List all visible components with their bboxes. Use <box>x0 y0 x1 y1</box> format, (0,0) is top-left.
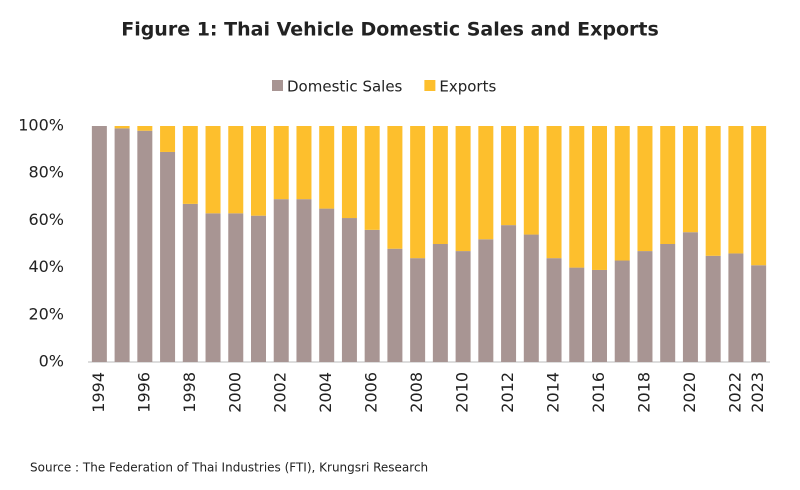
bar-segment <box>251 215 266 362</box>
bar-segment <box>160 151 176 362</box>
bar-segment <box>546 258 562 362</box>
bar-segment <box>251 126 266 216</box>
bar-segment <box>137 130 153 362</box>
bar-segment <box>341 218 357 362</box>
bar-segment <box>410 126 426 259</box>
x-tick-label: 2022 <box>725 372 744 413</box>
x-tick-label: 2014 <box>544 372 563 413</box>
chart-title: Figure 1: Thai Vehicle Domestic Sales an… <box>121 19 659 41</box>
y-tick-label: 60% <box>28 210 64 229</box>
bar-segment <box>205 126 221 214</box>
bar-segment <box>341 126 357 219</box>
bar-segment <box>455 126 471 252</box>
x-tick-label: 2020 <box>680 372 699 413</box>
legend-label: Domestic Sales <box>287 78 403 96</box>
bar-segment <box>728 253 744 362</box>
bar-segment <box>455 251 471 362</box>
x-tick-label: 1998 <box>180 372 199 413</box>
bar-segment <box>364 126 380 230</box>
x-tick-label: 2023 <box>748 372 767 413</box>
bar-segment <box>478 239 494 362</box>
bar-segment <box>319 208 335 362</box>
bar-segment <box>319 126 335 209</box>
x-tick-label: 2016 <box>589 372 608 413</box>
bar-segment <box>546 126 562 259</box>
x-tick-label: 2010 <box>453 372 472 413</box>
bar-segment <box>728 126 744 254</box>
bar-segment <box>501 225 517 362</box>
bar-segment <box>228 213 244 362</box>
bar-segment <box>592 269 607 362</box>
bar-segment <box>114 126 130 129</box>
bar-segment <box>660 126 676 244</box>
bar-segment <box>523 234 539 362</box>
bar-segment <box>182 203 198 362</box>
x-tick-label: 1996 <box>134 372 153 413</box>
x-tick-label: 1994 <box>89 372 108 413</box>
bar-segment <box>296 199 312 362</box>
bar-segment <box>569 126 585 268</box>
bar-segment <box>751 126 767 266</box>
x-tick-label: 2012 <box>498 372 517 413</box>
bar-segment <box>228 126 244 214</box>
bar-segment <box>478 126 494 240</box>
bar-segment <box>387 126 403 249</box>
bar-segment <box>660 244 676 362</box>
legend-swatch <box>272 80 283 91</box>
x-tick-label: 2004 <box>316 372 335 413</box>
legend-label: Exports <box>439 78 496 96</box>
bar-segment <box>364 229 380 362</box>
bar-segment <box>682 232 698 362</box>
bar-segment <box>751 265 767 362</box>
bar-segment <box>160 126 176 152</box>
bar-segment <box>614 126 630 261</box>
bar-segment <box>682 126 698 233</box>
x-tick-label: 2018 <box>634 372 653 413</box>
x-tick-label: 2002 <box>271 372 290 413</box>
legend-swatch <box>424 80 436 91</box>
bar-segment <box>273 126 289 200</box>
x-tick-label: 2000 <box>225 372 244 413</box>
x-tick-label: 2006 <box>362 372 381 413</box>
bar-segment <box>273 199 289 362</box>
bar-segment <box>114 128 130 362</box>
source-note: Source : The Federation of Thai Industri… <box>30 461 428 475</box>
bar-segment <box>182 126 198 204</box>
y-tick-label: 0% <box>39 352 64 371</box>
bar-segment <box>523 126 539 235</box>
bar-segment <box>705 255 721 362</box>
bar-segment <box>296 126 312 200</box>
bar-segment <box>637 126 653 252</box>
bar-segment <box>137 126 153 131</box>
bar-segment <box>592 126 607 270</box>
bar-segment <box>614 260 630 362</box>
bar-segment <box>387 248 403 362</box>
bar-segment <box>205 213 221 362</box>
bar-segment <box>91 126 107 362</box>
y-tick-label: 100% <box>18 116 64 135</box>
bar-segment <box>705 126 721 256</box>
bar-segment <box>432 244 448 362</box>
x-tick-label: 2008 <box>407 372 426 413</box>
bar-segment <box>432 126 448 244</box>
y-tick-label: 80% <box>28 163 64 182</box>
bar-segment <box>410 258 426 362</box>
bar-segment <box>569 267 585 362</box>
bar-segment <box>501 126 517 226</box>
bar-segment <box>637 251 653 362</box>
y-tick-label: 20% <box>28 304 64 323</box>
y-tick-label: 40% <box>28 257 64 276</box>
